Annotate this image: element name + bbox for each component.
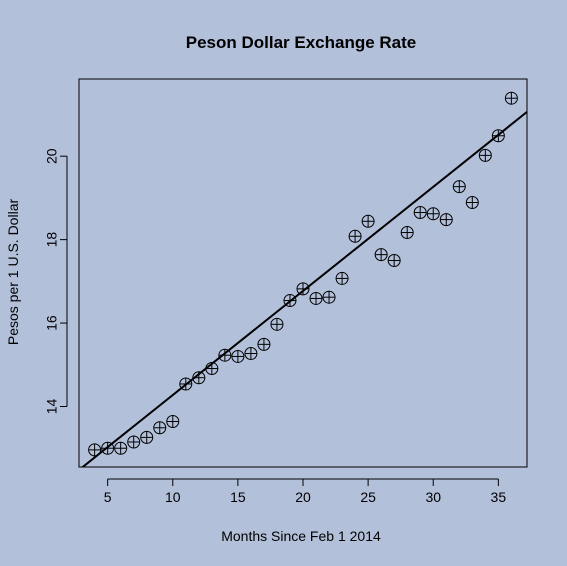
data-point	[439, 213, 453, 227]
data-point	[361, 214, 375, 228]
x-tick-label-5: 5	[104, 489, 112, 505]
data-point	[426, 207, 440, 221]
x-tick-label-20: 20	[295, 489, 311, 505]
y-axis: 14 16 18 20	[44, 148, 68, 415]
data-point	[322, 290, 336, 304]
x-tick-label-25: 25	[360, 489, 376, 505]
points-layer	[88, 91, 518, 457]
data-point	[413, 206, 427, 220]
data-point	[140, 430, 154, 444]
y-tick-label-18: 18	[44, 232, 60, 248]
x-axis: 5 10 15 20 25 30 35	[104, 478, 507, 505]
data-point	[231, 349, 245, 363]
data-point	[491, 129, 505, 143]
x-tick-label-10: 10	[165, 489, 181, 505]
data-point	[400, 226, 414, 240]
data-point	[478, 148, 492, 162]
data-point	[387, 253, 401, 267]
y-axis-label: Pesos per 1 U.S. Dollar	[5, 199, 21, 346]
data-point	[270, 317, 284, 331]
data-point	[257, 337, 271, 351]
data-point	[283, 294, 297, 308]
x-tick-label-15: 15	[230, 489, 246, 505]
x-tick-label-35: 35	[491, 489, 507, 505]
y-tick-label-16: 16	[44, 315, 60, 331]
data-point	[296, 282, 310, 296]
data-point	[374, 248, 388, 262]
data-point	[127, 435, 141, 449]
y-tick-label-20: 20	[44, 148, 60, 164]
data-point	[348, 229, 362, 243]
data-point	[101, 441, 115, 455]
plot-frame	[78, 78, 528, 468]
data-point	[166, 415, 180, 429]
data-point	[179, 377, 193, 391]
plot-area	[78, 78, 528, 468]
data-point	[244, 347, 258, 361]
x-tick-label-30: 30	[425, 489, 441, 505]
data-point	[465, 195, 479, 209]
x-axis-label: Months Since Feb 1 2014	[221, 528, 381, 544]
chart-title: Peson Dollar Exchange Rate	[186, 33, 417, 52]
data-point	[88, 443, 102, 457]
data-point	[205, 362, 219, 376]
data-point	[504, 91, 518, 105]
y-tick-label-14: 14	[44, 399, 60, 415]
data-point	[452, 180, 466, 194]
data-point	[192, 371, 206, 385]
data-point	[218, 348, 232, 362]
data-point	[335, 271, 349, 285]
data-point	[309, 291, 323, 305]
data-point	[114, 441, 128, 455]
data-point	[153, 421, 167, 435]
